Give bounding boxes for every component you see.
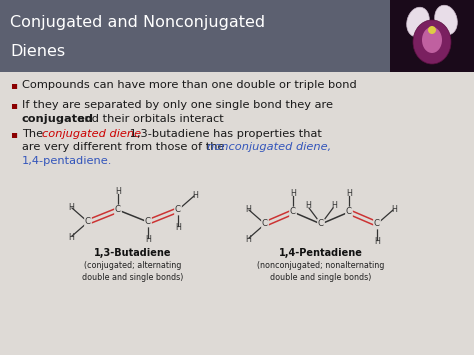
Text: H: H: [245, 235, 251, 244]
Text: Compounds can have more than one double or triple bond: Compounds can have more than one double …: [22, 80, 357, 90]
Text: H: H: [245, 204, 251, 213]
Text: ▪: ▪: [10, 80, 17, 90]
Text: Conjugated and Nonconjugated: Conjugated and Nonconjugated: [10, 15, 265, 30]
Text: H: H: [374, 237, 380, 246]
Text: H: H: [305, 202, 311, 211]
Text: C: C: [318, 219, 324, 229]
Text: H: H: [115, 187, 121, 197]
Text: H: H: [192, 191, 198, 200]
Text: conjugated: conjugated: [22, 114, 94, 124]
Text: (conjugated; alternating
double and single bonds): (conjugated; alternating double and sing…: [82, 261, 184, 282]
Text: 1,3-Butadiene: 1,3-Butadiene: [94, 248, 172, 258]
Text: If they are separated by only one single bond they are: If they are separated by only one single…: [22, 100, 333, 110]
Text: 1,4-Pentadiene: 1,4-Pentadiene: [279, 248, 363, 258]
Text: H: H: [391, 204, 397, 213]
Text: C: C: [85, 218, 91, 226]
Text: C: C: [374, 219, 380, 229]
Text: Dienes: Dienes: [10, 44, 65, 59]
Text: H: H: [145, 235, 151, 245]
Text: H: H: [175, 224, 181, 233]
Ellipse shape: [413, 20, 451, 64]
Text: C: C: [290, 208, 296, 217]
Text: ▪: ▪: [10, 129, 17, 139]
Text: H: H: [346, 190, 352, 198]
Text: ▪: ▪: [10, 100, 17, 110]
Bar: [0, 0, 390, 72]
Text: H: H: [290, 190, 296, 198]
Ellipse shape: [435, 5, 457, 35]
Ellipse shape: [407, 7, 429, 37]
Text: C: C: [145, 218, 151, 226]
Bar: [390, 0, 474, 72]
Circle shape: [428, 26, 436, 34]
Text: conjugated diene: conjugated diene: [42, 129, 141, 139]
Text: The: The: [22, 129, 47, 139]
Text: are very different from those of the: are very different from those of the: [22, 142, 228, 153]
Text: 1,4-pentadiene.: 1,4-pentadiene.: [22, 156, 112, 166]
Text: C: C: [115, 206, 121, 214]
Text: C: C: [175, 206, 181, 214]
Text: C: C: [262, 219, 268, 229]
Text: (nonconjugated; nonalternating
double and single bonds): (nonconjugated; nonalternating double an…: [257, 261, 385, 282]
Text: H: H: [68, 202, 74, 212]
Text: C: C: [346, 208, 352, 217]
Text: H: H: [68, 233, 74, 241]
Text: H: H: [331, 202, 337, 211]
Ellipse shape: [422, 27, 442, 53]
Text: nonconjugated diene,: nonconjugated diene,: [207, 142, 331, 153]
Text: 1,3-butadiene has properties that: 1,3-butadiene has properties that: [126, 129, 322, 139]
Text: and their orbitals interact: and their orbitals interact: [74, 114, 224, 124]
